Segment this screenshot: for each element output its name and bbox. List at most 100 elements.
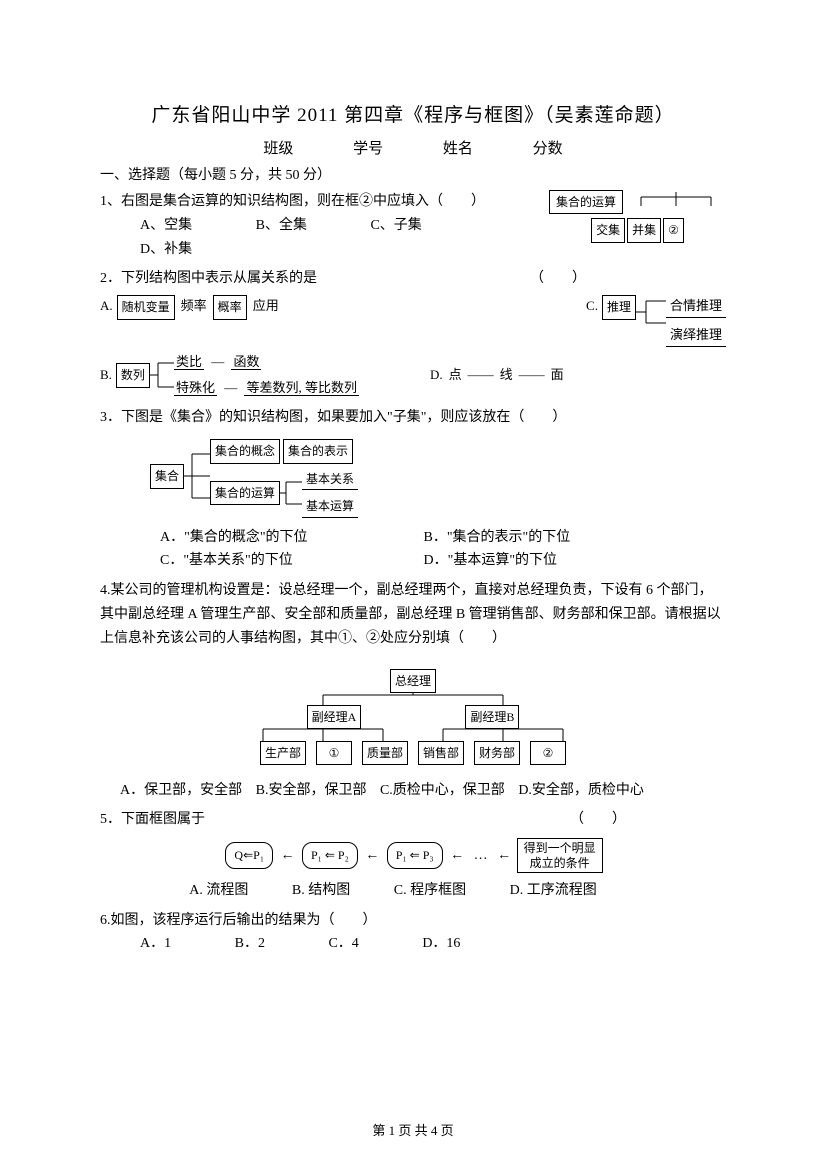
header-score: 分数: [533, 137, 563, 158]
q1-stem: 1、右图是集合运算的知识结构图，则在框②中应填入（ ）: [100, 190, 543, 214]
q3-a: 集合的概念: [210, 439, 280, 463]
q3-opt-a: A．"集合的概念"的下位: [160, 526, 420, 550]
q2-c-label: C.: [586, 295, 598, 317]
q4-org-l2a: 副经理A: [307, 705, 362, 729]
q2-paren: （ ）: [530, 267, 586, 291]
q2-a-n4: 应用: [253, 295, 279, 317]
q4-opt-c: C.质检中心，保卫部: [380, 779, 505, 803]
q5-opt-c: C. 程序框图: [394, 879, 466, 903]
q2-opt-a: A. 随机变量 频率 概率 应用: [100, 295, 360, 347]
q4-org-root: 总经理: [390, 669, 436, 693]
q5-node-0: Q⇐P₁: [225, 842, 273, 868]
q1-tree: 集合的运算 交集并集②: [549, 190, 726, 243]
q2-c-root: 推理: [602, 295, 636, 319]
q3-brace-icon: [184, 446, 210, 506]
header-no: 学号: [353, 137, 383, 158]
q5-node-4: 得到一个明显 成立的条件: [517, 838, 603, 873]
q3-tree: 集合 集合的概念 集合的表示 集合的运算: [150, 435, 726, 517]
q2-c-b: 演绎推理: [666, 324, 726, 347]
q4-opt-b: B.安全部，保卫部: [256, 779, 367, 803]
q6-opt-a: A．1: [140, 932, 171, 956]
q4-org-l3-3: 销售部: [418, 741, 464, 765]
q2-a-n2: 频率: [181, 295, 207, 317]
q3-opt-b: B．"集合的表示"的下位: [424, 530, 571, 545]
q5-node-1: P₁ ⇐ P₂: [302, 842, 358, 868]
q1-options: A、空集 B、全集 C、子集 D、补集: [100, 214, 543, 262]
q2-stem: 2．下列结构图中表示从属关系的是: [100, 271, 317, 286]
q2-a-label: A.: [100, 295, 113, 317]
q2-d-b: 线: [500, 364, 513, 386]
q2-d-c: 面: [551, 364, 564, 386]
q5-opt-d: D. 工序流程图: [510, 879, 597, 903]
q1-tree-lines-icon: [626, 192, 726, 206]
q3-c1: 基本关系: [302, 469, 358, 490]
q3-c2: 基本运算: [302, 496, 358, 517]
arrow-left-icon: ←: [281, 844, 295, 868]
arrow-left-icon: ←: [497, 844, 511, 868]
q4-org-chart: 总经理 副经理A 副经理B 生产部 ① 质量部 销售部 财务部 ②: [233, 669, 593, 769]
question-2: 2．下列结构图中表示从属关系的是 （ ） A. 随机变量 频率 概率 应用 C.…: [100, 267, 726, 399]
q2-b-label: B.: [100, 364, 112, 386]
q1-tree-c1: 交集: [591, 218, 625, 242]
q4-org-l3-0: 生产部: [260, 741, 306, 765]
header-class: 班级: [263, 137, 293, 158]
q2-c-a: 合情推理: [666, 295, 726, 318]
q1-opt-b: B、全集: [256, 214, 307, 238]
q4-org-l2b: 副经理B: [465, 705, 519, 729]
q5-paren: （ ）: [570, 808, 626, 832]
q6-opt-b: B．2: [235, 932, 265, 956]
q5-options: A. 流程图 B. 结构图 C. 程序框图 D. 工序流程图: [100, 879, 726, 903]
question-3: 3．下图是《集合》的知识结构图，如果要加入"子集"，则应该放在（ ） 集合 集合…: [100, 406, 726, 574]
q1-tree-c3: ②: [663, 218, 684, 242]
q2-b-r2b: 等差数列, 等比数列: [244, 380, 359, 396]
section-1-header: 一、选择题（每小题 5 分，共 50 分）: [100, 164, 726, 184]
q5-node-3: …: [474, 848, 488, 863]
q2-opt-d: D. 点 —— 线 —— 面: [430, 351, 726, 399]
q6-opt-d: D．16: [422, 932, 460, 956]
q1-opt-d: D、补集: [140, 238, 192, 262]
q4-stem: 4.某公司的管理机构设置是：设总经理一个，副总经理两个，直接对总经理负责，下设有…: [100, 579, 726, 650]
header-name: 姓名: [443, 137, 473, 158]
q6-stem: 6.如图，该程序运行后输出的结果为（ ）: [100, 909, 726, 933]
q4-org-l3-2: 质量部: [362, 741, 408, 765]
q3-c: 集合的运算: [210, 481, 280, 505]
q5-node-2: P₁ ⇐ P₃: [387, 842, 443, 868]
q4-opt-d: D.安全部，质检中心: [518, 779, 644, 803]
q4-org-l3-5: ②: [530, 741, 566, 765]
page: 广东省阳山中学 2011 第四章《程序与框图》（吴素莲命题） 班级 学号 姓名 …: [0, 0, 826, 1169]
q4-org-l3-1: ①: [316, 741, 352, 765]
q2-b-r1b: 函数: [231, 354, 261, 370]
arrow-left-icon: ←: [450, 844, 464, 868]
q4-opt-a: A．保卫部，安全部: [120, 779, 242, 803]
q3-opt-d: D．"基本运算"的下位: [424, 553, 558, 568]
question-6: 6.如图，该程序运行后输出的结果为（ ） A．1 B．2 C．4 D．16: [100, 909, 726, 957]
q5-opt-b: B. 结构图: [292, 879, 350, 903]
question-5: 5．下面框图属于 （ ） Q⇐P₁ ← P₁ ⇐ P₂ ← P₁ ⇐ P₃ ← …: [100, 808, 726, 902]
q6-opt-c: C．4: [328, 932, 358, 956]
arrow-left-icon: ←: [365, 844, 379, 868]
q2-b-root: 数列: [116, 363, 150, 387]
q2-a-n3: 概率: [213, 295, 247, 319]
q2-a-n1: 随机变量: [117, 295, 175, 319]
q5-opt-a: A. 流程图: [189, 879, 248, 903]
question-4: 4.某公司的管理机构设置是：设总经理一个，副总经理两个，直接对总经理负责，下设有…: [100, 579, 726, 802]
question-1: 1、右图是集合运算的知识结构图，则在框②中应填入（ ） A、空集 B、全集 C、…: [100, 190, 726, 261]
q2-c-brace-icon: [636, 295, 666, 329]
q2-d-label: D.: [430, 364, 443, 386]
q2-opt-b: B. 数列 类比 — 函数 特殊化 —: [100, 351, 430, 399]
q2-b-r2a: 特殊化: [174, 380, 217, 396]
q1-opt-c: C、子集: [370, 214, 421, 238]
header-row: 班级 学号 姓名 分数: [100, 137, 726, 158]
q3-brace2-icon: [280, 475, 302, 511]
q2-opt-c: C. 推理 合情推理 演绎推理: [360, 295, 726, 347]
q3-b: 集合的表示: [283, 439, 353, 463]
q1-tree-c2: 并集: [627, 218, 661, 242]
q4-org-l3-4: 财务部: [474, 741, 520, 765]
q1-opt-a: A、空集: [140, 214, 192, 238]
q5-stem: 5．下面框图属于: [100, 812, 205, 827]
q3-options: A．"集合的概念"的下位 B．"集合的表示"的下位 C．"基本关系"的下位 D．…: [100, 526, 726, 574]
page-footer: 第 1 页 共 4 页: [0, 1120, 826, 1139]
q3-root: 集合: [150, 464, 184, 488]
q4-options: A．保卫部，安全部 B.安全部，保卫部 C.质检中心，保卫部 D.安全部，质检中…: [100, 779, 726, 803]
q3-stem: 3．下图是《集合》的知识结构图，如果要加入"子集"，则应该放在（ ）: [100, 406, 726, 430]
